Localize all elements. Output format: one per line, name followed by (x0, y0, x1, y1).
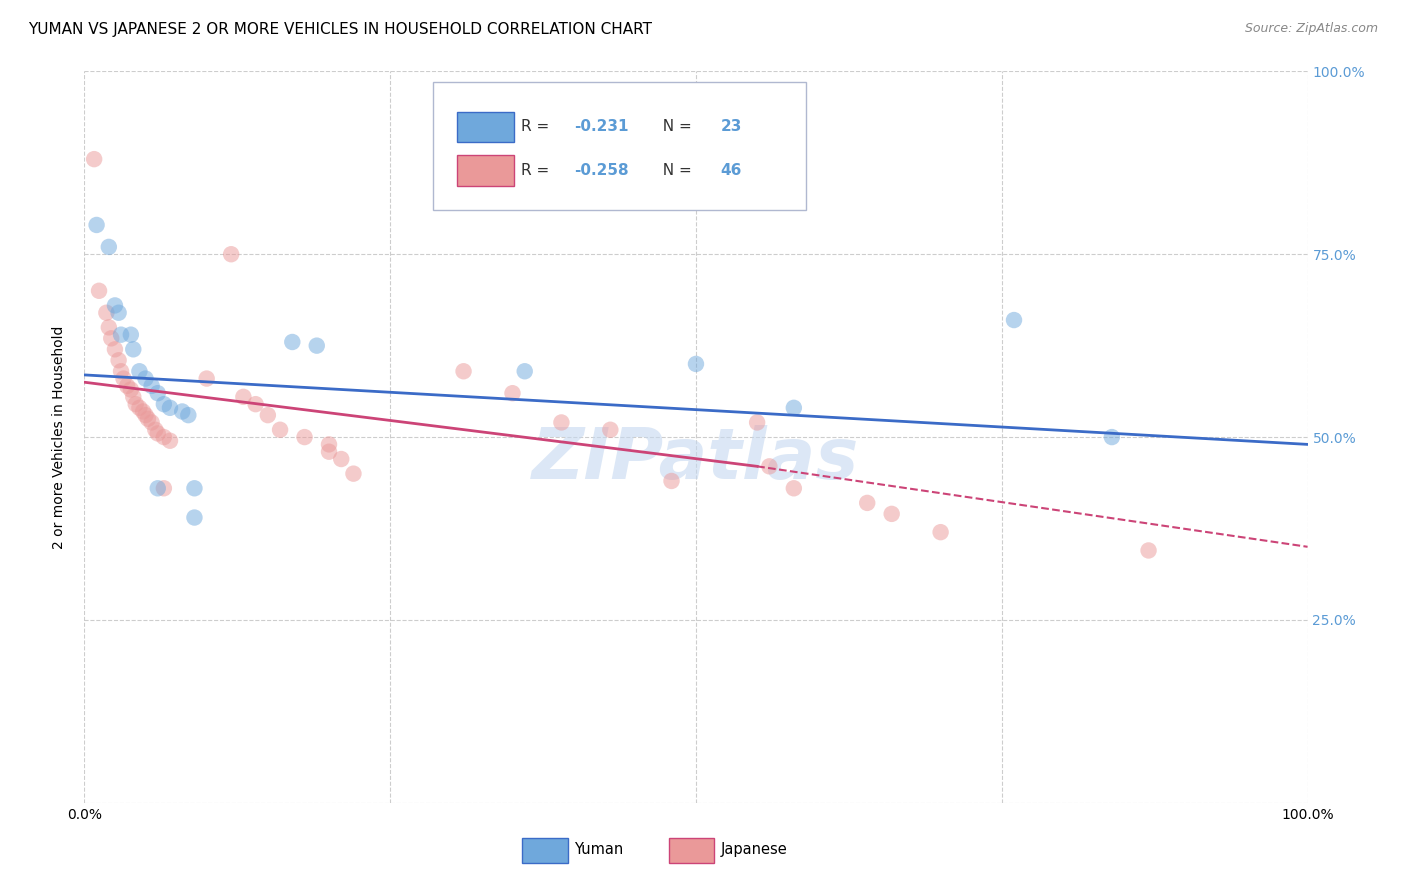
Point (159, 434, 181, 448)
Y-axis label: 2 or more Vehicles in Household: 2 or more Vehicles in Household (52, 326, 66, 549)
Point (183, 510, 205, 524)
Text: ZIPatlas: ZIPatlas (533, 425, 859, 493)
FancyBboxPatch shape (433, 82, 806, 211)
Text: -0.258: -0.258 (574, 163, 628, 178)
Point (318, 444, 340, 458)
Point (502, 386, 524, 401)
Point (86, 218, 108, 232)
Point (245, 397, 267, 411)
Text: YUMAN VS JAPANESE 2 OR MORE VEHICLES IN HOUSEHOLD CORRELATION CHART: YUMAN VS JAPANESE 2 OR MORE VEHICLES IN … (28, 22, 652, 37)
Point (128, 401, 150, 415)
Point (128, 364, 150, 378)
Point (661, 474, 683, 488)
Point (97, 240, 120, 254)
Text: Source: ZipAtlas.com: Source: ZipAtlas.com (1244, 22, 1378, 36)
Point (125, 397, 148, 411)
Point (257, 408, 280, 422)
Point (330, 452, 353, 467)
Point (146, 386, 169, 401)
Point (177, 408, 200, 422)
Point (153, 481, 176, 495)
Point (141, 416, 163, 430)
Point (1002, 313, 1025, 327)
Point (856, 496, 879, 510)
Point (172, 404, 194, 418)
Point (122, 390, 145, 404)
Point (159, 401, 181, 415)
Point (342, 467, 364, 481)
Point (115, 379, 138, 393)
Point (195, 371, 218, 385)
Point (783, 481, 806, 495)
Point (318, 437, 340, 451)
Point (880, 507, 903, 521)
Point (685, 357, 707, 371)
Point (513, 364, 536, 378)
Point (269, 423, 291, 437)
Point (104, 298, 127, 312)
Point (294, 430, 316, 444)
Text: Japanese: Japanese (720, 842, 787, 857)
Text: Yuman: Yuman (574, 842, 623, 857)
Point (146, 481, 169, 495)
Point (132, 404, 155, 418)
Point (153, 397, 176, 411)
FancyBboxPatch shape (669, 838, 714, 863)
Point (1137, 543, 1160, 558)
Point (153, 430, 176, 444)
FancyBboxPatch shape (457, 155, 513, 186)
Point (305, 338, 328, 352)
Point (135, 408, 157, 422)
Point (87, 284, 110, 298)
Point (758, 459, 780, 474)
Point (100, 331, 122, 345)
Point (453, 364, 475, 378)
Point (440, 188, 463, 202)
FancyBboxPatch shape (457, 112, 513, 143)
Point (135, 371, 157, 385)
Text: R =: R = (522, 163, 554, 178)
Point (83, 152, 105, 166)
Point (550, 416, 572, 430)
Point (232, 390, 254, 404)
FancyBboxPatch shape (522, 838, 568, 863)
Point (104, 343, 127, 357)
Point (107, 353, 129, 368)
Point (122, 343, 145, 357)
Text: N =: N = (654, 120, 697, 135)
Point (112, 371, 135, 385)
Point (110, 364, 132, 378)
Point (183, 481, 205, 495)
Point (97, 320, 120, 334)
Point (110, 327, 132, 342)
Point (120, 327, 142, 342)
Text: 23: 23 (720, 120, 742, 135)
Point (141, 379, 163, 393)
Point (599, 423, 621, 437)
Point (1101, 430, 1123, 444)
Point (107, 306, 129, 320)
Point (281, 334, 304, 349)
Point (929, 525, 952, 540)
Text: N =: N = (654, 163, 697, 178)
Text: 46: 46 (720, 163, 742, 178)
Text: R =: R = (522, 120, 554, 135)
Point (219, 247, 242, 261)
Point (136, 412, 159, 426)
Point (143, 423, 166, 437)
Text: -0.231: -0.231 (574, 120, 628, 135)
Point (747, 416, 769, 430)
Point (96, 306, 118, 320)
Point (146, 426, 169, 441)
Point (120, 383, 142, 397)
Point (783, 401, 806, 415)
